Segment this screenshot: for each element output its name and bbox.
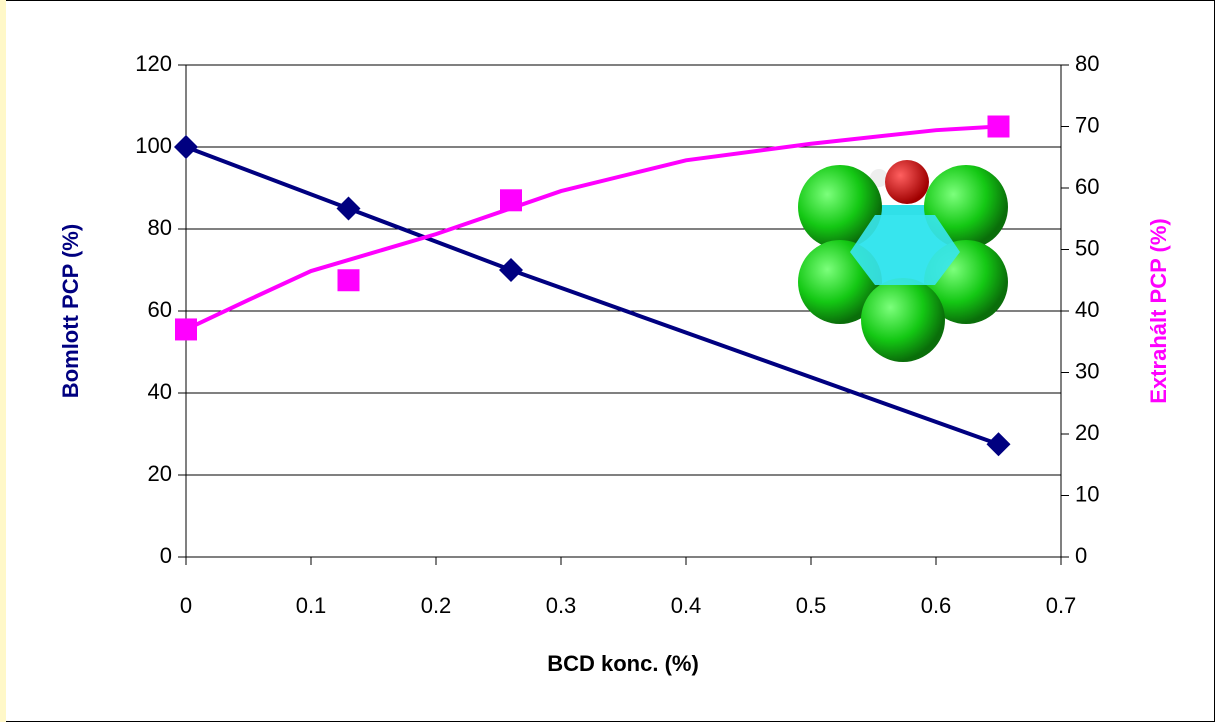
x-tick-label: 0.3: [546, 593, 577, 618]
x-tick-label: 0.5: [796, 593, 827, 618]
y-axis-title: Bomlott PCP (%): [58, 224, 83, 398]
x-tick-label: 0.4: [671, 593, 702, 618]
y-tick-label: 20: [148, 461, 172, 486]
y2-tick-label: 10: [1075, 481, 1099, 506]
y2-axis-title: Extrahált PCP (%): [1146, 218, 1171, 403]
y2-tick-label: 0: [1075, 543, 1087, 568]
chart: BCD konc. (%) Bomlott PCP (%) Extrahált …: [0, 0, 1215, 722]
y2-tick-label: 80: [1075, 51, 1099, 76]
y-tick-label: 120: [135, 51, 172, 76]
y2-tick-label: 70: [1075, 112, 1099, 137]
x-tick-label: 0: [180, 593, 192, 618]
y2-tick-label: 30: [1075, 358, 1099, 383]
y-tick-label: 40: [148, 379, 172, 404]
x-tick-label: 0.1: [296, 593, 327, 618]
atom-cl: [861, 278, 945, 362]
x-tick-label: 0.7: [1046, 593, 1077, 618]
frame-edge: [0, 0, 6, 722]
y2-tick-label: 50: [1075, 235, 1099, 260]
y-tick-label: 100: [135, 133, 172, 158]
y-tick-label: 0: [160, 543, 172, 568]
y-tick-label: 80: [148, 215, 172, 240]
x-tick-label: 0.2: [421, 593, 452, 618]
atom-o: [885, 160, 929, 204]
x-axis-title: BCD konc. (%): [547, 651, 699, 676]
y-tick-label: 60: [148, 297, 172, 322]
y2-tick-label: 40: [1075, 297, 1099, 322]
y2-tick-label: 20: [1075, 420, 1099, 445]
y2-tick-label: 60: [1075, 174, 1099, 199]
marker: [338, 269, 360, 291]
x-tick-label: 0.6: [921, 593, 952, 618]
